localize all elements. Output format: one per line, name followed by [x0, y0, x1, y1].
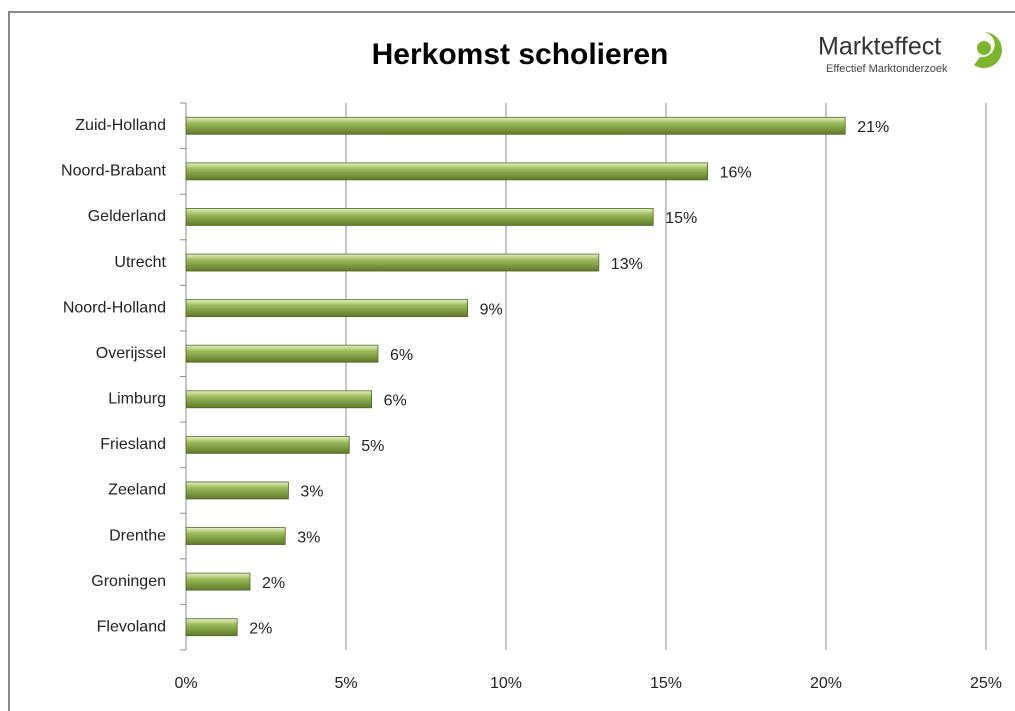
x-tick-label: 20% [810, 675, 842, 692]
y-tick-label: Noord-Holland [63, 299, 166, 316]
x-tick-label: 0% [174, 675, 197, 692]
data-label: 6% [390, 347, 413, 364]
data-label: 2% [249, 620, 272, 637]
y-tick-label: Limburg [108, 391, 166, 408]
y-tick-label: Utrecht [114, 254, 166, 271]
x-tick-label: 25% [970, 675, 1002, 692]
logo-tagline: Effectief Marktonderzoek [826, 63, 948, 75]
data-label: 13% [611, 256, 643, 273]
data-label: 3% [300, 484, 323, 501]
y-tick-label: Zeeland [108, 482, 166, 499]
logo: Markteffect Effectief Marktonderzoek [818, 32, 1002, 75]
y-tick-label: Noord-Brabant [61, 163, 167, 180]
data-label: 16% [720, 165, 752, 182]
bar [185, 481, 289, 500]
bar [185, 253, 600, 272]
bar [185, 162, 708, 181]
x-tick-label: 15% [650, 675, 682, 692]
data-label: 9% [480, 301, 503, 318]
data-label: 6% [384, 393, 407, 410]
logo-name: Markteffect [818, 33, 941, 61]
bar [185, 435, 350, 454]
data-label: 5% [361, 438, 384, 455]
frame [8, 11, 1015, 711]
bar [185, 208, 654, 226]
data-label: 2% [262, 575, 285, 592]
data-label: 3% [297, 529, 320, 546]
y-tick-label: Drenthe [109, 527, 166, 544]
x-tick-label: 10% [490, 675, 522, 692]
bar [185, 299, 469, 318]
bar [185, 390, 373, 409]
y-tick-label: Overijssel [96, 345, 166, 362]
bar [185, 527, 286, 545]
bar [185, 572, 251, 591]
y-tick-label: Friesland [100, 436, 166, 453]
bar [185, 116, 846, 135]
y-tick-label: Zuid-Holland [75, 117, 166, 134]
y-tick-label: Flevoland [97, 618, 166, 635]
y-tick-label: Gelderland [88, 208, 166, 225]
logo-icon [974, 32, 1002, 68]
data-label: 15% [665, 210, 697, 227]
bar [185, 344, 379, 363]
x-tick-label: 5% [334, 675, 357, 692]
chart-title: Herkomst scholieren [372, 38, 669, 71]
bar [185, 618, 238, 637]
logo-icon-dot [977, 41, 991, 55]
data-label: 21% [857, 119, 889, 136]
y-tick-label: Groningen [91, 573, 166, 590]
